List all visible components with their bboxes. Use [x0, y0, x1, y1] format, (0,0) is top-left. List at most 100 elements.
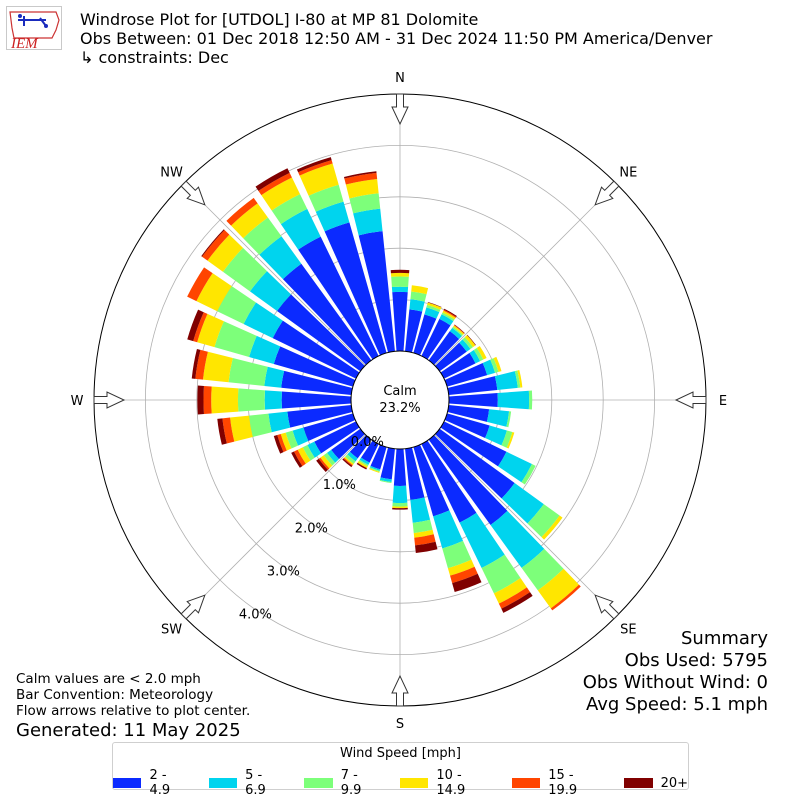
wedge-320-bin-3 — [231, 203, 268, 239]
summary-obs-used: Obs Used: 5795 — [624, 650, 768, 671]
wedge-170-bin-3 — [413, 529, 434, 538]
wedge-210-bin-0 — [361, 440, 379, 463]
wedge-320-bin-4 — [226, 197, 258, 226]
flow-arrow-n — [391, 93, 409, 126]
wedge-280-bin-4 — [195, 349, 208, 380]
compass-label-s: S — [396, 717, 404, 732]
wedge-310-bin-5 — [201, 229, 225, 257]
compass-label-se: SE — [620, 622, 636, 637]
legend-label: 5 - 6.9 — [245, 768, 266, 798]
wedge-250-bin-1 — [292, 427, 309, 446]
wedge-310-bin-2 — [222, 247, 267, 292]
wedge-20-bin-5 — [427, 301, 442, 308]
wedge-20-bin-2 — [426, 304, 441, 313]
wedge-170-bin-1 — [410, 497, 431, 523]
radial-tick-label: 1.0% — [323, 478, 356, 493]
wedge-120-bin-1 — [498, 451, 532, 483]
wedge-260-bin-3 — [230, 415, 253, 442]
radial-tick-label: 3.0% — [267, 564, 300, 579]
legend-swatch — [304, 778, 333, 788]
wedge-140-bin-2 — [521, 548, 564, 591]
legend-label: 7 - 9.9 — [340, 768, 362, 798]
wedge-240-bin-2 — [302, 444, 315, 461]
compass-label-sw: SW — [161, 622, 182, 637]
legend-label: 15 - 19.9 — [548, 768, 578, 798]
legend-items: 2 - 4.9 5 - 6.9 7 - 9.9 10 - 14.9 15 - 19.9 2… — [113, 768, 688, 798]
wedge-280-bin-2 — [228, 358, 268, 386]
wedge-90-bin-2 — [528, 390, 533, 410]
legend-swatch — [511, 778, 541, 788]
wedge-150-bin-0 — [421, 440, 477, 523]
spoke-line — [183, 399, 401, 617]
wedge-50-bin-2 — [462, 337, 473, 349]
wedge-50-bin-3 — [464, 335, 476, 348]
wedge-80-bin-3 — [517, 370, 523, 388]
wedge-240-bin-4 — [293, 449, 306, 467]
wedge-340-bin-5 — [296, 157, 332, 173]
calm-circle — [350, 350, 450, 450]
constraints: ↳ constraints: Dec — [80, 48, 229, 67]
wedge-80-bin-2 — [514, 370, 521, 388]
wedge-70-bin-1 — [482, 359, 496, 376]
compass-label-nw: NW — [160, 166, 183, 181]
wedge-140-bin-1 — [490, 510, 545, 568]
wedge-100-bin-0 — [447, 405, 490, 422]
wedge-0-bin-0 — [392, 291, 408, 352]
legend-item: 5 - 6.9 — [208, 768, 287, 798]
wedge-150-bin-5 — [501, 592, 533, 613]
wedge-190-bin-1 — [379, 477, 392, 482]
wedge-290-bin-1 — [249, 335, 281, 365]
wedge-60-bin-0 — [440, 352, 476, 379]
wedge-130-bin-1 — [501, 482, 544, 524]
wedge-140-bin-4 — [550, 584, 581, 611]
wedge-250-bin-2 — [285, 430, 299, 449]
wedge-290-bin-5 — [187, 309, 204, 342]
wedge-50-bin-1 — [459, 339, 471, 352]
wedge-160-bin-1 — [433, 510, 464, 549]
bar-convention-note: Bar Convention: Meteorology — [16, 687, 214, 703]
wedge-0-bin-3 — [390, 272, 410, 277]
wedge-340-bin-4 — [298, 160, 333, 176]
wedge-210-bin-2 — [358, 459, 369, 467]
wedge-150-bin-4 — [498, 587, 531, 609]
wedge-30-bin-3 — [442, 310, 456, 320]
wedge-40-bin-0 — [428, 331, 460, 365]
wedge-110-bin-0 — [444, 413, 490, 439]
wedge-170-bin-5 — [415, 541, 438, 554]
wedge-230-bin-3 — [320, 455, 333, 469]
wedge-80-bin-0 — [447, 376, 498, 395]
wedge-40-bin-1 — [449, 327, 462, 339]
wedge-250-bin-5 — [273, 434, 284, 454]
wedge-30-bin-0 — [421, 318, 451, 360]
summary-title: Summary — [681, 628, 768, 649]
wedge-50-bin-5 — [466, 334, 476, 346]
calm-value: 23.2% — [379, 401, 420, 416]
wedge-340-bin-3 — [299, 163, 339, 196]
wedge-310-bin-4 — [202, 229, 230, 261]
flow-arrow-sw — [180, 594, 206, 620]
legend-swatch — [623, 778, 653, 788]
wedge-150-bin-2 — [481, 554, 521, 594]
legend-swatch — [399, 778, 429, 788]
flow-arrow-s — [391, 674, 409, 707]
summary-obs-without-wind: Obs Without Wind: 0 — [582, 672, 768, 693]
wedge-160-bin-4 — [450, 566, 478, 584]
notes-block: Calm values are < 2.0 mph Bar Convention… — [16, 671, 250, 742]
summary-block: Summary Obs Used: 5795 Obs Without Wind:… — [583, 628, 768, 716]
wedge-290-bin-2 — [214, 321, 257, 357]
wedge-180-bin-2 — [392, 502, 408, 507]
flow-arrow-ne — [594, 180, 620, 206]
grid-ring — [196, 196, 604, 604]
wedge-30-bin-1 — [439, 314, 454, 326]
legend-swatch — [208, 778, 238, 788]
wedge-220-bin-2 — [345, 454, 356, 464]
wedge-200-bin-1 — [369, 465, 381, 471]
wedge-150-bin-3 — [493, 578, 527, 604]
wedge-230-bin-2 — [323, 452, 336, 466]
wedge-320-bin-2 — [243, 217, 282, 255]
wedge-240-bin-1 — [307, 441, 322, 458]
wedge-10-bin-3 — [411, 285, 429, 295]
chart-title: Windrose Plot for [UTDOL] I-80 at MP 81 … — [80, 10, 479, 29]
wedge-220-bin-4 — [343, 457, 353, 466]
